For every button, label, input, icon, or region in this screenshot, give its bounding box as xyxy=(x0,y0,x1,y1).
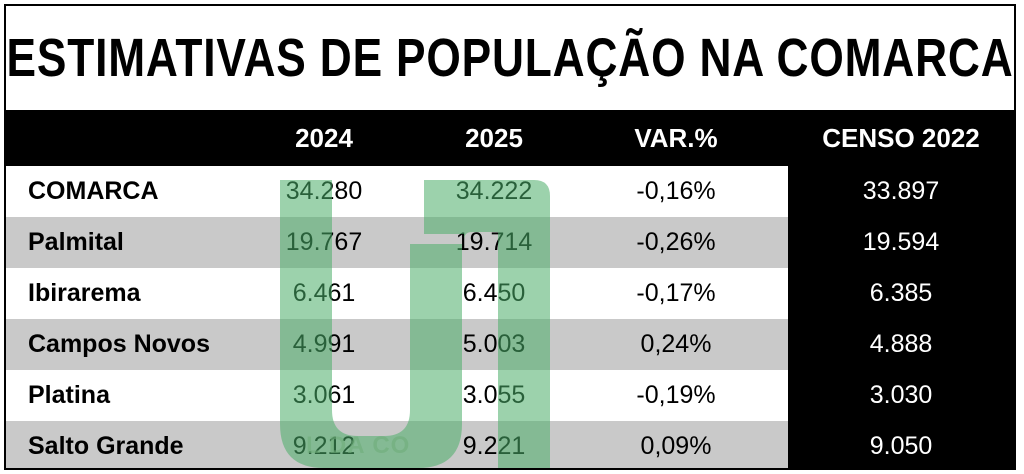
value-censo: 6.385 xyxy=(869,279,933,307)
header-censo-2022: CENSO 2022 xyxy=(822,122,980,153)
row-name: Palmital xyxy=(28,228,124,256)
value-var: 0,24% xyxy=(640,330,712,358)
value-var: 0,09% xyxy=(640,432,712,460)
value-var: -0,16% xyxy=(636,177,716,205)
row-name: Campos Novos xyxy=(28,330,210,358)
value-censo: 4.888 xyxy=(869,330,933,358)
watermark-text: L DA CO xyxy=(306,432,411,459)
value-2025: 9.221 xyxy=(462,432,526,460)
value-censo: 9.050 xyxy=(869,432,933,460)
table-header: 2024 2025 VAR.% CENSO 2022 xyxy=(6,110,1014,166)
value-2024: 6.461 xyxy=(292,279,356,307)
value-censo: 33.897 xyxy=(862,177,940,205)
value-censo: 19.594 xyxy=(862,228,940,256)
population-table-card: ESTIMATIVAS DE POPULAÇÃO NA COMARCA 2024… xyxy=(4,4,1016,470)
value-2024: 34.280 xyxy=(285,177,363,205)
value-2025: 34.222 xyxy=(455,177,533,205)
header-var: VAR.% xyxy=(634,122,718,153)
value-2025: 5.003 xyxy=(462,330,526,358)
header-2024: 2024 xyxy=(295,122,353,153)
header-2025: 2025 xyxy=(465,122,523,153)
table-title: ESTIMATIVAS DE POPULAÇÃO NA COMARCA xyxy=(6,28,1014,88)
censo-column-background xyxy=(788,166,1014,468)
value-2024: 4.991 xyxy=(292,330,356,358)
value-var: -0,26% xyxy=(636,228,716,256)
row-name: Ibirarema xyxy=(28,279,141,307)
value-2025: 6.450 xyxy=(462,279,526,307)
value-2025: 19.714 xyxy=(455,228,533,256)
value-var: -0,17% xyxy=(636,279,716,307)
value-2024: 19.767 xyxy=(285,228,363,256)
row-name: Platina xyxy=(28,381,110,409)
value-2024: 3.061 xyxy=(292,381,356,409)
value-var: -0,19% xyxy=(636,381,716,409)
row-name: COMARCA xyxy=(28,177,159,205)
row-name: Salto Grande xyxy=(28,432,184,460)
value-2025: 3.055 xyxy=(462,381,526,409)
value-censo: 3.030 xyxy=(869,381,933,409)
